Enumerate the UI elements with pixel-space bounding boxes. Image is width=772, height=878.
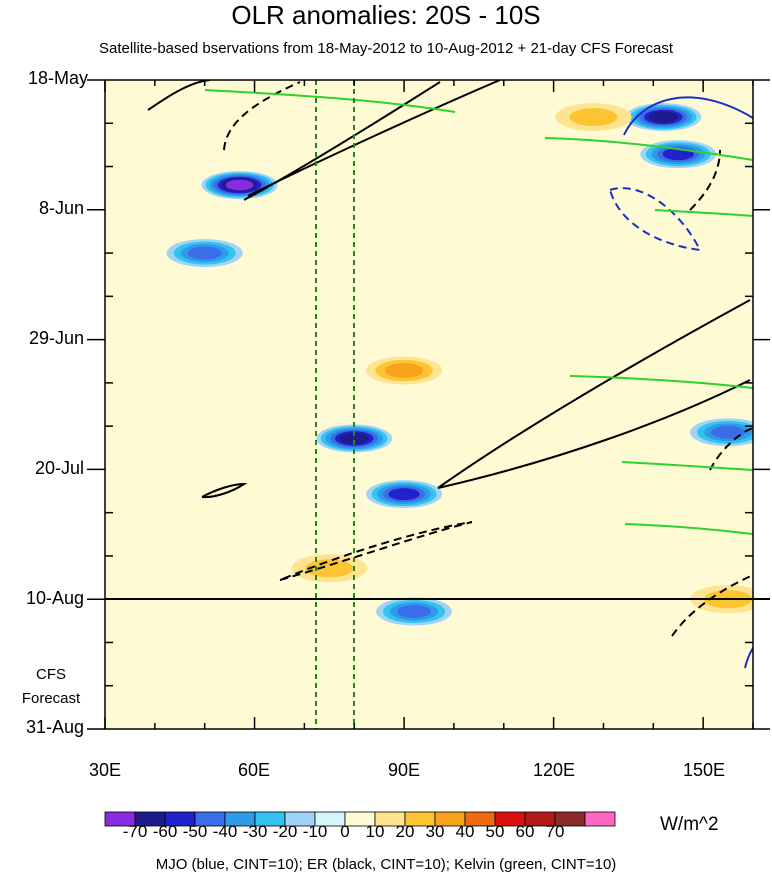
- colorbar-tick-label: 50: [485, 822, 505, 841]
- forecast-label: CFS: [36, 666, 66, 683]
- y-tick-label: 10-Aug: [25, 588, 84, 608]
- kelvin-contour: [621, 461, 753, 471]
- y-tick-label: 29-Jun: [28, 328, 84, 348]
- er-contour: [437, 379, 751, 489]
- anomaly-region: [187, 246, 222, 260]
- colorbar-units: W/m^2: [660, 814, 719, 835]
- kelvin-contour: [654, 209, 753, 217]
- er-contour: [689, 149, 721, 211]
- anomaly-region: [662, 148, 694, 161]
- anomaly-region: [711, 425, 746, 439]
- er-contour: [201, 482, 248, 499]
- colorbar-tick-label: -60: [152, 822, 178, 841]
- anomaly-region: [225, 179, 254, 191]
- colorbar-tick-label: -20: [272, 822, 298, 841]
- x-tick-label: 60E: [237, 760, 271, 780]
- y-tick-label: 8-Jun: [38, 198, 84, 218]
- colorbar-tick-label: 0: [340, 822, 350, 841]
- er-contour: [247, 80, 501, 197]
- er-contour: [279, 521, 473, 581]
- anomaly-region: [648, 111, 678, 123]
- colorbar-tick-label: 30: [425, 822, 445, 841]
- kelvin-contour: [569, 375, 753, 389]
- er-contour: [437, 299, 751, 489]
- anomaly-region: [569, 108, 618, 127]
- anomaly-region: [388, 488, 420, 501]
- colorbar-tick-label: -30: [242, 822, 268, 841]
- colorbar-tick-label: -70: [122, 822, 148, 841]
- plot-frame: [104, 79, 754, 730]
- x-tick-label: 150E: [682, 760, 726, 780]
- anomaly-region: [384, 363, 424, 378]
- er-contour: [709, 427, 753, 471]
- footer-caption: MJO (blue, CINT=10); ER (black, CINT=10)…: [155, 856, 617, 873]
- kelvin-contour: [624, 523, 753, 535]
- er-contour: [671, 574, 753, 637]
- chart-subtitle: Satellite-based bservations from 18-May-…: [98, 40, 674, 57]
- colorbar-tick-label: 20: [395, 822, 415, 841]
- forecast-label: Forecast: [21, 690, 81, 707]
- y-tick-label: 20-Jul: [34, 458, 84, 478]
- chart-title: OLR anomalies: 20S - 10S: [231, 0, 541, 30]
- x-tick-label: 30E: [88, 760, 122, 780]
- colorbar-swatch: [584, 811, 616, 827]
- anomaly-region: [339, 432, 369, 445]
- colorbar-tick-label: 60: [515, 822, 535, 841]
- x-tick-label: 120E: [532, 760, 576, 780]
- x-tick-label: 90E: [387, 760, 421, 780]
- colorbar-tick-label: -50: [182, 822, 208, 841]
- colorbar-tick-label: 40: [455, 822, 475, 841]
- mjo-contour: [609, 187, 702, 252]
- colorbar-tick-label: 10: [365, 822, 385, 841]
- kelvin-contour: [544, 137, 753, 161]
- colorbar-tick-label: -40: [212, 822, 238, 841]
- y-tick-label: 31-Aug: [25, 717, 84, 737]
- plot-background: [105, 80, 753, 729]
- mjo-contour: [623, 96, 753, 136]
- kelvin-contour: [204, 89, 456, 113]
- y-tick-label: 18-May: [27, 68, 88, 88]
- anomaly-region: [397, 605, 432, 619]
- er-contour: [223, 81, 301, 151]
- anomaly-region: [305, 559, 354, 578]
- colorbar-tick-label: -10: [302, 822, 328, 841]
- colorbar-tick-label: 70: [545, 822, 565, 841]
